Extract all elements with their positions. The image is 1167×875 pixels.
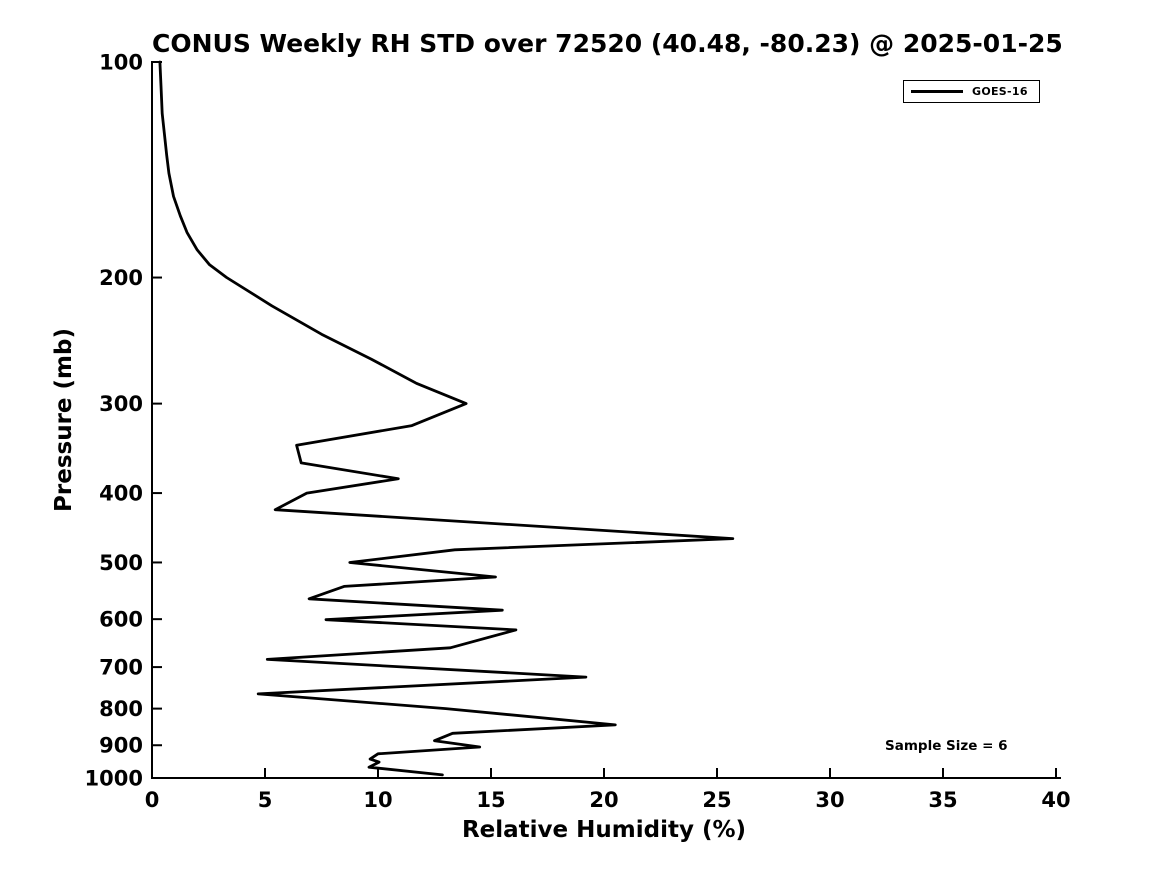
legend-series-label: GOES-16 (972, 85, 1028, 98)
y-tick-label: 700 (99, 656, 143, 680)
x-tick-label: 0 (145, 788, 160, 812)
y-tick-label: 200 (99, 266, 143, 290)
x-tick-label: 35 (928, 788, 957, 812)
y-tick-label: 800 (99, 697, 143, 721)
x-axis-label: Relative Humidity (%) (461, 817, 747, 843)
x-tick-label: 25 (702, 788, 731, 812)
legend: GOES-16 (903, 80, 1040, 103)
y-axis-label: Pressure (mb) (51, 328, 77, 512)
chart-title: CONUS Weekly RH STD over 72520 (40.48, -… (152, 29, 1063, 58)
y-tick-label: 500 (99, 551, 143, 575)
x-tick-label: 5 (258, 788, 273, 812)
x-tick-label: 15 (476, 788, 505, 812)
sample-size-annotation: Sample Size = 6 (885, 738, 1008, 754)
y-tick-label: 1000 (85, 767, 143, 791)
legend-line-sample (911, 90, 963, 93)
y-tick-label: 300 (99, 392, 143, 416)
rh-std-series-line (158, 60, 735, 777)
x-tick-label: 30 (815, 788, 844, 812)
y-tick-label: 400 (99, 482, 143, 506)
y-tick-label: 100 (99, 51, 143, 75)
x-tick-label: 40 (1041, 788, 1070, 812)
y-tick-label: 900 (99, 734, 143, 758)
y-tick-label: 600 (99, 608, 143, 632)
x-tick-label: 20 (589, 788, 618, 812)
x-tick-label: 10 (363, 788, 392, 812)
